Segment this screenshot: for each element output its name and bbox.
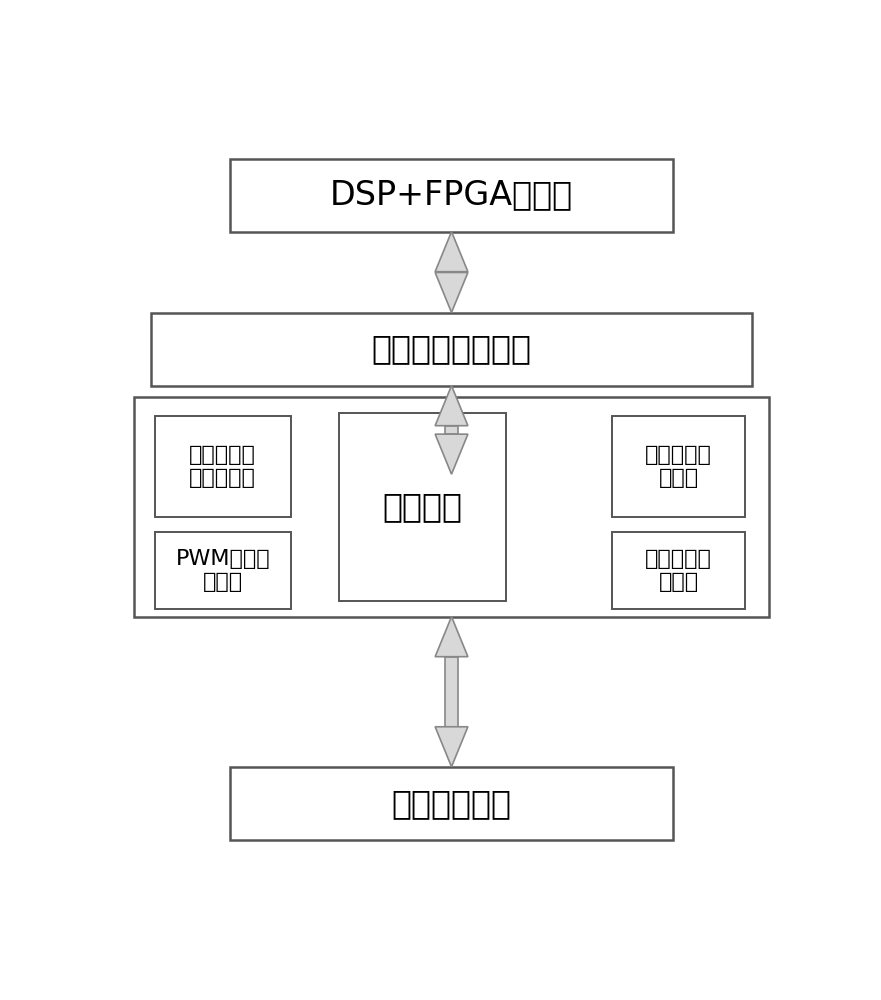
Text: 驱动模块输
出电路: 驱动模块输 出电路 bbox=[645, 549, 712, 592]
Text: 驱动模块: 驱动模块 bbox=[382, 490, 463, 523]
FancyArrow shape bbox=[435, 727, 468, 767]
Bar bbox=[134, 397, 769, 617]
Text: PWM脉冲互
锁电路: PWM脉冲互 锁电路 bbox=[175, 549, 270, 592]
FancyArrow shape bbox=[435, 386, 468, 426]
FancyArrow shape bbox=[435, 617, 468, 657]
FancyArrow shape bbox=[435, 434, 468, 474]
Text: 数字信号调理电路: 数字信号调理电路 bbox=[372, 333, 531, 366]
Text: 全桥逆变电路: 全桥逆变电路 bbox=[391, 787, 512, 820]
FancyArrow shape bbox=[435, 232, 468, 272]
Text: 故障信号隔
离电路: 故障信号隔 离电路 bbox=[645, 445, 712, 488]
Bar bbox=[152, 312, 751, 386]
Bar bbox=[446, 657, 457, 727]
Bar bbox=[612, 532, 745, 609]
Bar bbox=[612, 416, 745, 517]
Bar bbox=[230, 158, 673, 232]
Bar bbox=[154, 532, 291, 609]
Bar bbox=[154, 416, 291, 517]
Bar bbox=[446, 426, 457, 434]
Bar bbox=[339, 413, 506, 601]
Text: 驱动模块电
源检测电路: 驱动模块电 源检测电路 bbox=[189, 445, 256, 488]
FancyArrow shape bbox=[435, 272, 468, 312]
Text: DSP+FPGA主控板: DSP+FPGA主控板 bbox=[330, 179, 573, 212]
Bar bbox=[230, 767, 673, 840]
